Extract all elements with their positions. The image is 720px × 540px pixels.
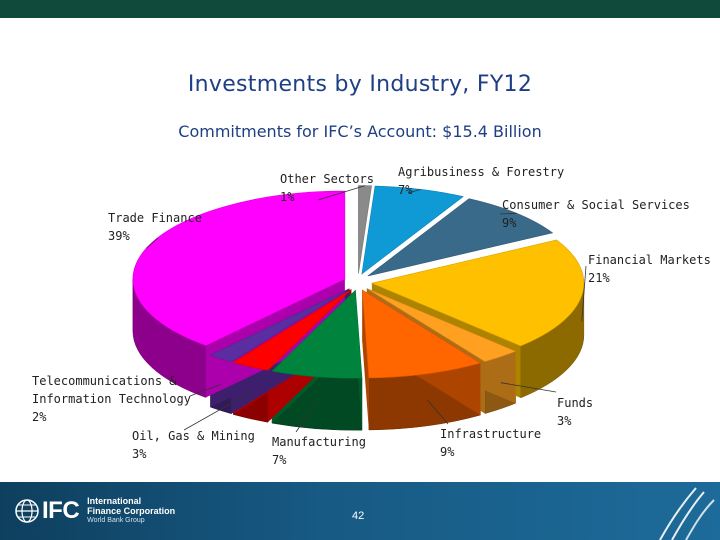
label-telecom-it: Telecommunications & Information Technol… [32, 372, 197, 426]
label-name: Oil, Gas & Mining [132, 429, 255, 443]
slice-consumer-social-services [367, 198, 554, 277]
label-value: 9% [440, 445, 455, 459]
globe-icon [15, 499, 39, 523]
label-infrastructure: Infrastructure 9% [440, 425, 541, 461]
leader-line-telecommunications-information-technology [189, 384, 221, 397]
footer-bar: IFC International Finance Corporation Wo… [0, 482, 720, 540]
leader-line-agribusiness-forestry [407, 188, 421, 194]
label-value: 1% [280, 190, 295, 204]
label-name: Infrastructure [440, 427, 542, 441]
ifc-logo[interactable]: IFC International Finance Corporation Wo… [14, 496, 175, 526]
logo-line-2: Finance Corporation [87, 506, 176, 516]
label-value: 2% [32, 410, 47, 424]
label-value: 7% [398, 183, 413, 197]
label-value: 39% [108, 229, 130, 243]
leader-line-consumer-social-services [499, 212, 517, 215]
label-value: 3% [557, 414, 572, 428]
label-name: Manufacturing [272, 435, 366, 449]
decorative-swoosh-icon [659, 487, 715, 540]
leader-line-other-sectors [317, 185, 366, 201]
logo-mark: IFC [42, 497, 80, 524]
top-bar [0, 0, 720, 18]
leader-line-financial-markets [581, 265, 587, 322]
leader-line-oil-gas-mining [183, 392, 251, 431]
label-agribusiness: Agribusiness & Forestry 7% [398, 163, 564, 199]
label-value: 7% [272, 453, 287, 467]
logo-line-1: International [87, 496, 142, 506]
label-name: Consumer & Social Services [502, 198, 690, 212]
leader-line-trade-finance [146, 237, 159, 249]
label-name: Agribusiness & Forestry [398, 165, 565, 179]
leader-line-funds [500, 382, 557, 393]
label-name: Other Sectors [280, 172, 374, 186]
leader-line-manufacturing [295, 402, 317, 433]
slide-subtitle: Commitments for IFC’s Account: $15.4 Bil… [178, 122, 542, 141]
slice-infrastructure [361, 289, 482, 379]
slice-telecommunications-information-technology [209, 288, 350, 363]
slice-cut-infrastructure [362, 289, 369, 430]
label-manufacturing: Manufacturing 7% [272, 433, 366, 469]
leader-line-infrastructure [426, 399, 449, 425]
label-name: Telecommunications & Information Technol… [32, 374, 191, 406]
label-value: 9% [502, 216, 517, 230]
logo-text: International Finance Corporation World … [87, 496, 175, 526]
page-number: 42 [352, 510, 365, 522]
label-value: 3% [132, 447, 147, 461]
label-name: Funds [557, 396, 594, 410]
label-financial-markets: Financial Markets 21% [588, 251, 711, 287]
label-consumer-social: Consumer & Social Services 9% [502, 196, 690, 232]
slice-funds [366, 288, 517, 362]
slide-title: Investments by Industry, FY12 [187, 72, 533, 97]
label-other-sectors: Other Sectors 1% [280, 170, 374, 206]
slice-financial-markets [370, 239, 585, 347]
label-name: Financial Markets [588, 253, 711, 267]
label-name: Trade Finance [108, 211, 202, 225]
label-funds: Funds 3% [557, 394, 593, 430]
label-oil-gas-mining: Oil, Gas & Mining 3% [132, 427, 255, 463]
label-value: 21% [588, 271, 610, 285]
logo-line-3: World Bank Group [87, 517, 145, 524]
label-trade-finance: Trade Finance 39% [108, 209, 202, 245]
slice-manufacturing [271, 289, 363, 379]
slice-oil-gas-mining [232, 289, 352, 371]
